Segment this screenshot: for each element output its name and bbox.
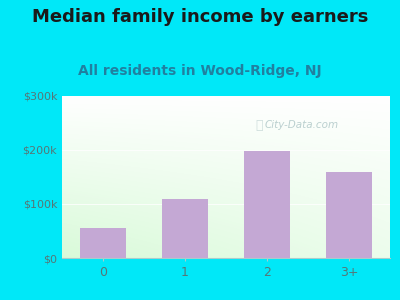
- Text: City-Data.com: City-Data.com: [264, 120, 338, 130]
- Bar: [80, 228, 126, 258]
- Bar: [326, 172, 372, 258]
- Text: ⓠ: ⓠ: [255, 119, 262, 132]
- Bar: [162, 199, 208, 258]
- Text: All residents in Wood-Ridge, NJ: All residents in Wood-Ridge, NJ: [78, 64, 322, 79]
- Bar: [244, 151, 290, 258]
- Text: Median family income by earners: Median family income by earners: [32, 8, 368, 26]
